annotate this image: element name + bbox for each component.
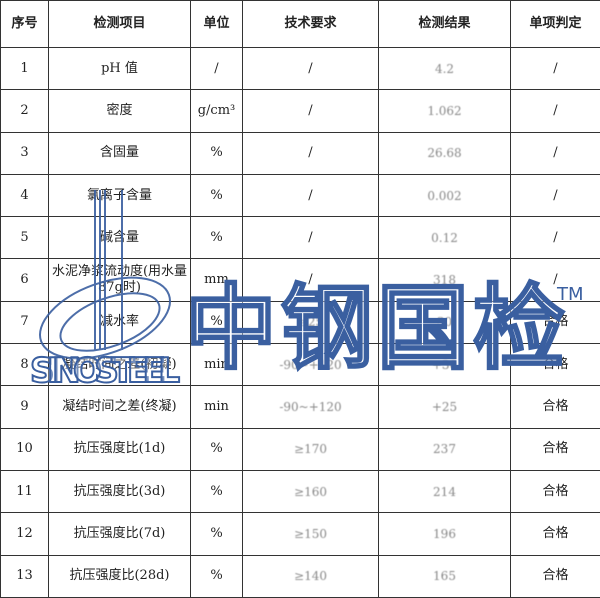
- table-row: 4 氯离子含量%/0.002/: [0, 173, 600, 218]
- result-cell: 237: [378, 427, 511, 471]
- test-item-cell: 氯离子含量: [48, 173, 191, 218]
- row-number-cell: 7: [0, 300, 49, 345]
- requirement-cell: /: [242, 89, 379, 133]
- header-item: 检测项目: [48, 0, 191, 48]
- result-cell: 0.12: [378, 216, 511, 260]
- verdict-cell: 合格: [510, 427, 600, 471]
- table-row: 6 水泥净浆流动度(用水量87g时) mm/318/: [0, 258, 600, 302]
- header-row: 序号 检测项目 单位 技术要求 检测结果 单项判定: [0, 0, 600, 48]
- requirement-cell: /: [242, 46, 379, 91]
- result-cell: 318: [378, 258, 511, 302]
- result-cell: +25: [378, 385, 511, 429]
- unit-cell: %: [190, 216, 243, 260]
- unit-cell: %: [190, 512, 243, 556]
- table-row: 3 含固量%/26.68/: [0, 131, 600, 175]
- result-cell: 165: [378, 554, 511, 598]
- result-cell: 30: [378, 300, 511, 345]
- row-number-cell: 10: [0, 427, 49, 471]
- test-item-cell: 抗压强度比(3d): [48, 469, 191, 514]
- result-cell: 4.2: [378, 46, 511, 91]
- requirement-cell: ≥25: [242, 300, 379, 345]
- header-no: 序号: [0, 0, 49, 48]
- row-number-cell: 3: [0, 131, 49, 175]
- header-requirement: 技术要求: [242, 0, 379, 48]
- test-item-cell: 含固量: [48, 131, 191, 175]
- unit-cell: %: [190, 469, 243, 514]
- requirement-cell: /: [242, 131, 379, 175]
- verdict-cell: 合格: [510, 343, 600, 387]
- result-cell: 26.68: [378, 131, 511, 175]
- test-item-cell: 碱含量: [48, 216, 191, 260]
- table-row: 12 抗压强度比(7d)% ≥150 196 合格: [0, 512, 600, 556]
- header-unit: 单位: [190, 0, 243, 48]
- test-item-cell: 抗压强度比(28d): [48, 554, 191, 598]
- verdict-cell: 合格: [510, 300, 600, 345]
- table-row: 8 凝结时间之差(初凝) min -90~+120 +30 合格: [0, 343, 600, 387]
- requirement-cell: ≥160: [242, 469, 379, 514]
- row-number-cell: 12: [0, 512, 49, 556]
- table-row: 1 pH 值 //4.2/: [0, 46, 600, 91]
- table-row: 2 密度 g/cm³/1.062/: [0, 89, 600, 133]
- unit-cell: %: [190, 131, 243, 175]
- unit-cell: %: [190, 427, 243, 471]
- result-cell: +30: [378, 343, 511, 387]
- requirement-cell: -90~+120: [242, 343, 379, 387]
- requirement-cell: ≥170: [242, 427, 379, 471]
- table-row: 13 抗压强度比(28d)% ≥140 165 合格: [0, 554, 600, 598]
- result-cell: 196: [378, 512, 511, 556]
- table-row: 5 碱含量%/0.12/: [0, 216, 600, 260]
- unit-cell: %: [190, 554, 243, 598]
- row-number-cell: 13: [0, 554, 49, 598]
- header-result: 检测结果: [378, 0, 511, 48]
- unit-cell: mm: [190, 258, 243, 302]
- row-number-cell: 9: [0, 385, 49, 429]
- test-item-cell: 凝结时间之差(初凝): [48, 343, 191, 387]
- requirement-cell: ≥140: [242, 554, 379, 598]
- test-item-cell: 水泥净浆流动度(用水量87g时): [48, 258, 191, 302]
- verdict-cell: /: [510, 173, 600, 218]
- row-number-cell: 4: [0, 173, 49, 218]
- row-number-cell: 1: [0, 46, 49, 91]
- table-row: 9 凝结时间之差(终凝) min -90~+120 +25 合格: [0, 385, 600, 429]
- test-item-cell: 抗压强度比(1d): [48, 427, 191, 471]
- result-cell: 214: [378, 469, 511, 514]
- requirement-cell: /: [242, 216, 379, 260]
- verdict-cell: /: [510, 89, 600, 133]
- verdict-cell: 合格: [510, 512, 600, 556]
- row-number-cell: 2: [0, 89, 49, 133]
- row-number-cell: 5: [0, 216, 49, 260]
- table-row: 10 抗压强度比(1d)% ≥170 237 合格: [0, 427, 600, 471]
- verdict-cell: /: [510, 216, 600, 260]
- test-item-cell: 减水率: [48, 300, 191, 345]
- unit-cell: g/cm³: [190, 89, 243, 133]
- unit-cell: min: [190, 343, 243, 387]
- verdict-cell: 合格: [510, 385, 600, 429]
- verdict-cell: /: [510, 131, 600, 175]
- verdict-cell: /: [510, 46, 600, 91]
- verdict-cell: 合格: [510, 469, 600, 514]
- unit-cell: min: [190, 385, 243, 429]
- result-cell: 1.062: [378, 89, 511, 133]
- requirement-cell: /: [242, 173, 379, 218]
- requirement-cell: ≥150: [242, 512, 379, 556]
- table-row: 7 减水率% ≥25 30 合格: [0, 300, 600, 345]
- test-item-cell: 抗压强度比(7d): [48, 512, 191, 556]
- result-cell: 0.002: [378, 173, 511, 218]
- table-row: 11 抗压强度比(3d)% ≥160 214 合格: [0, 469, 600, 514]
- unit-cell: %: [190, 173, 243, 218]
- row-number-cell: 11: [0, 469, 49, 514]
- unit-cell: %: [190, 300, 243, 345]
- verdict-cell: 合格: [510, 554, 600, 598]
- test-item-cell: pH 值: [48, 46, 191, 91]
- requirement-cell: -90~+120: [242, 385, 379, 429]
- unit-cell: /: [190, 46, 243, 91]
- test-item-cell: 凝结时间之差(终凝): [48, 385, 191, 429]
- row-number-cell: 6: [0, 258, 49, 302]
- test-item-cell: 密度: [48, 89, 191, 133]
- header-verdict: 单项判定: [510, 0, 600, 48]
- requirement-cell: /: [242, 258, 379, 302]
- verdict-cell: /: [510, 258, 600, 302]
- row-number-cell: 8: [0, 343, 49, 387]
